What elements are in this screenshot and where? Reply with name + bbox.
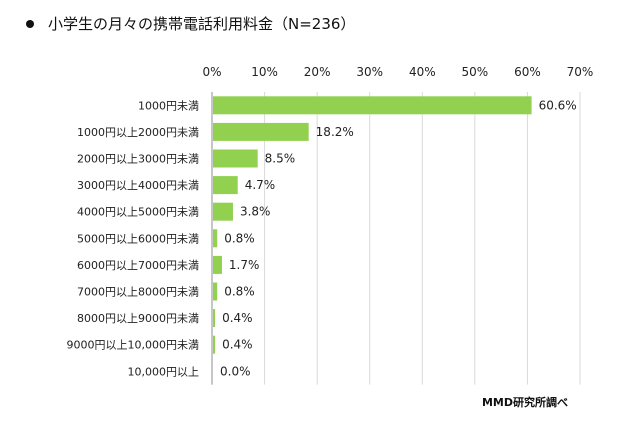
bar: [213, 255, 222, 274]
category-label: 9000円以上10,000円未満: [67, 339, 199, 352]
data-label: 18.2%: [316, 125, 354, 139]
x-tick-label: 20%: [304, 65, 331, 79]
bar: [213, 96, 532, 115]
category-label: 6000円以上7000円未満: [77, 259, 199, 272]
x-tick-label: 50%: [462, 65, 489, 79]
category-label: 4000円以上5000円未満: [77, 206, 199, 219]
bar: [213, 282, 218, 301]
category-label: 1000円未満: [138, 99, 199, 112]
chart-title: 小学生の月々の携帯電話利用料金（N=236）: [48, 15, 356, 33]
data-label: 3.8%: [240, 205, 271, 219]
category-label: 3000円以上4000円未満: [77, 179, 199, 192]
category-label: 1000円以上2000円未満: [77, 126, 199, 139]
data-label: 0.8%: [224, 285, 255, 299]
category-label: 8000円以上9000円未満: [77, 312, 199, 325]
x-tick-label: 10%: [251, 65, 278, 79]
x-tick-label: 30%: [356, 65, 383, 79]
category-label: 5000円以上6000円未満: [77, 232, 199, 245]
data-label: 60.6%: [539, 98, 577, 112]
data-label: 4.7%: [245, 178, 275, 192]
data-label: 0.8%: [224, 231, 255, 245]
x-tick-label: 70%: [567, 65, 594, 79]
data-label: 0.4%: [222, 311, 253, 325]
bar: [213, 202, 233, 221]
bar: [213, 335, 216, 354]
category-label: 2000円以上3000円未満: [77, 153, 199, 166]
x-tick-label: 0%: [202, 65, 221, 79]
data-label: 0.0%: [220, 364, 251, 378]
bar: [213, 309, 216, 328]
source-note: MMD研究所調べ: [481, 396, 568, 409]
bar: [213, 229, 218, 248]
bullet-icon: [26, 19, 34, 28]
bar: [213, 149, 258, 168]
data-label: 8.5%: [265, 152, 296, 166]
x-tick-label: 40%: [409, 65, 436, 79]
x-tick-label: 60%: [514, 65, 541, 79]
data-label: 1.7%: [229, 258, 259, 272]
category-label: 10,000円以上: [128, 365, 200, 378]
data-label: 0.4%: [222, 338, 253, 352]
bar: [213, 122, 309, 141]
category-label: 7000円以上8000円未満: [77, 286, 199, 299]
chart-title-row: 小学生の月々の携帯電話利用料金（N=236）: [26, 13, 355, 34]
bar: [213, 176, 238, 195]
